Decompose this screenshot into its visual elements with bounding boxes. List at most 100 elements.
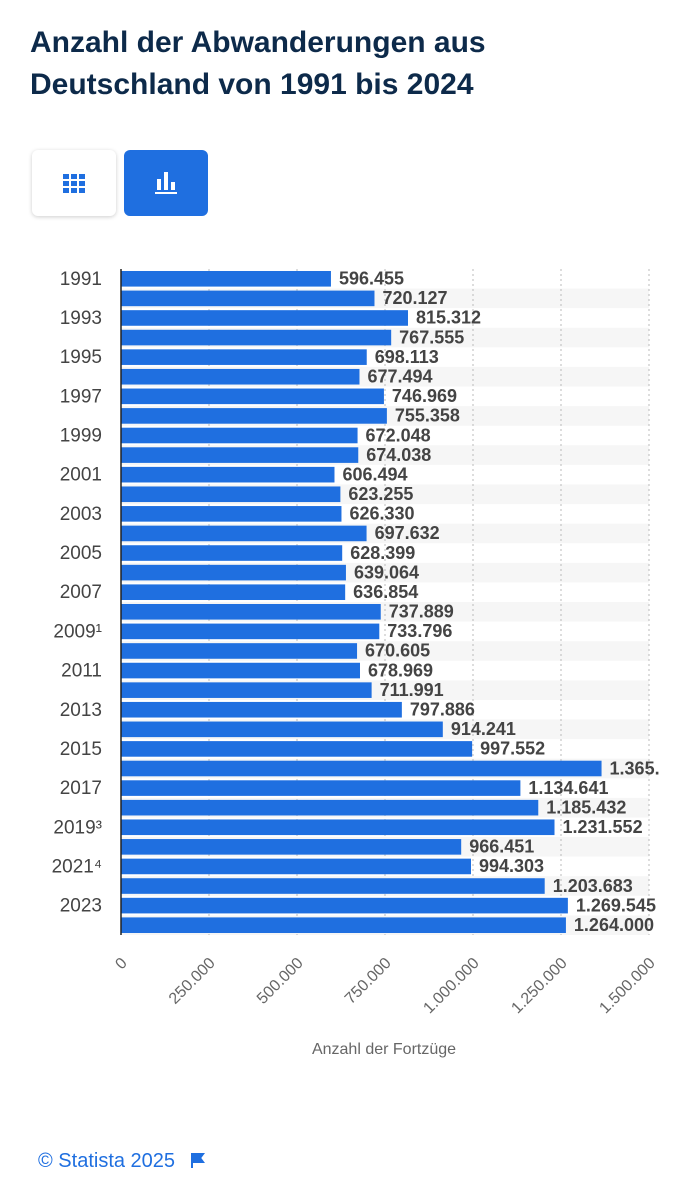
- x-tick-label: 500.000: [254, 955, 307, 1008]
- data-label: 711.991: [380, 680, 444, 700]
- data-label: 1.269.545: [576, 895, 656, 915]
- bar: [121, 270, 331, 287]
- y-tick-label: 2005: [60, 543, 102, 564]
- y-tick-label: 1991: [60, 269, 102, 290]
- bar: [121, 466, 335, 483]
- y-tick-label: 1995: [60, 347, 102, 368]
- bar: [121, 799, 539, 816]
- data-label: 1.365.178: [610, 758, 686, 778]
- bar: [121, 878, 545, 894]
- bar: [121, 525, 367, 542]
- data-label: 746.969: [392, 386, 457, 406]
- footer[interactable]: © Statista 2025: [38, 1150, 207, 1173]
- bar: [121, 721, 443, 738]
- bar: [121, 368, 360, 385]
- y-tick-label: 2023: [60, 896, 102, 917]
- bar: [121, 408, 387, 424]
- data-label: 670.605: [365, 641, 430, 661]
- y-tick-label: 2019³: [53, 817, 102, 838]
- bar: [121, 760, 602, 777]
- bar: [121, 623, 380, 640]
- bar: [121, 780, 521, 796]
- data-label: 639.064: [354, 562, 419, 582]
- chart-icon: [155, 172, 177, 194]
- bar: [121, 545, 343, 561]
- data-label: 628.399: [350, 543, 415, 563]
- data-label: 1.264.000: [574, 915, 654, 935]
- y-tick-label: 1999: [60, 426, 102, 447]
- x-tick-label: 1.500.000: [596, 955, 658, 1017]
- bar: [121, 290, 375, 307]
- x-tick-label: 750.000: [342, 955, 395, 1008]
- bar: [121, 584, 346, 601]
- data-label: 720.127: [382, 288, 447, 308]
- x-tick-label: 1.250.000: [508, 955, 570, 1017]
- data-label: 1.134.641: [528, 778, 608, 798]
- data-label: 623.255: [348, 484, 413, 504]
- y-tick-label: 2009¹: [53, 621, 102, 642]
- bar: [121, 701, 402, 718]
- footer-text[interactable]: © Statista 2025: [38, 1150, 176, 1172]
- bar: [121, 839, 462, 855]
- y-tick-label: 2017: [60, 778, 102, 799]
- x-tick-label: 0: [112, 955, 130, 973]
- bar: [121, 447, 359, 463]
- data-label: 698.113: [375, 347, 439, 367]
- bar: [121, 349, 367, 365]
- data-label: 674.038: [366, 445, 431, 465]
- bar: [121, 643, 358, 659]
- x-axis-label: Anzahl der Fortzüge: [312, 1041, 456, 1058]
- bar: [121, 897, 568, 914]
- data-label: 733.796: [387, 621, 452, 641]
- data-label: 677.494: [367, 366, 432, 386]
- data-label: 1.185.432: [546, 797, 626, 817]
- y-tick-label: 1997: [60, 386, 102, 407]
- chart: Anzahl der Fortzüge 0 250.000 500.000 750.0…: [52, 269, 686, 1059]
- data-label: 596.455: [339, 269, 404, 289]
- data-label: 1.203.683: [553, 876, 633, 896]
- data-label: 737.889: [389, 602, 454, 622]
- table-icon: [63, 174, 85, 193]
- bar: [121, 917, 566, 934]
- bar: [121, 858, 471, 875]
- x-tick-label: 1.000.000: [420, 955, 482, 1017]
- data-label: 914.241: [451, 719, 516, 739]
- data-label: 606.494: [342, 464, 407, 484]
- bar: [121, 427, 358, 444]
- y-tick-label: 1993: [60, 308, 102, 329]
- data-label: 815.312: [416, 308, 481, 328]
- bar: [121, 662, 360, 679]
- data-label: 997.552: [480, 739, 545, 759]
- bar: [121, 388, 384, 405]
- table-view-button[interactable]: [32, 150, 116, 216]
- data-label: 797.886: [410, 699, 475, 719]
- chart-view-button[interactable]: [124, 150, 208, 216]
- data-label: 966.451: [469, 837, 534, 857]
- data-label: 755.358: [395, 406, 460, 426]
- bar: [121, 682, 372, 698]
- data-label: 994.303: [479, 856, 544, 876]
- x-tick-label: 250.000: [166, 955, 219, 1008]
- y-tick-label: 2001: [60, 465, 102, 486]
- y-tick-label: 2003: [60, 504, 102, 525]
- data-label: 626.330: [349, 504, 414, 524]
- bar: [121, 564, 346, 581]
- y-tick-label: 2011: [61, 661, 102, 682]
- flag-icon: [190, 1153, 205, 1168]
- bars: 596.455720.127815.312767.555698.113677.4…: [121, 269, 686, 935]
- bar: [121, 603, 381, 620]
- y-tick-label: 2015: [60, 739, 102, 760]
- bar: [121, 506, 342, 522]
- y-tick-label: 2007: [60, 582, 102, 603]
- data-label: 1.231.552: [563, 817, 643, 837]
- data-label: 767.555: [399, 327, 464, 347]
- y-tick-label: 2013: [60, 700, 102, 721]
- y-tick-label: 2021⁴: [52, 856, 102, 877]
- bar: [121, 819, 555, 836]
- data-label: 697.632: [375, 523, 440, 543]
- bar: [121, 310, 408, 326]
- data-label: 678.969: [368, 660, 433, 680]
- bar: [121, 486, 341, 503]
- chart-title: Anzahl der Abwanderungen aus Deutschland…: [30, 26, 486, 101]
